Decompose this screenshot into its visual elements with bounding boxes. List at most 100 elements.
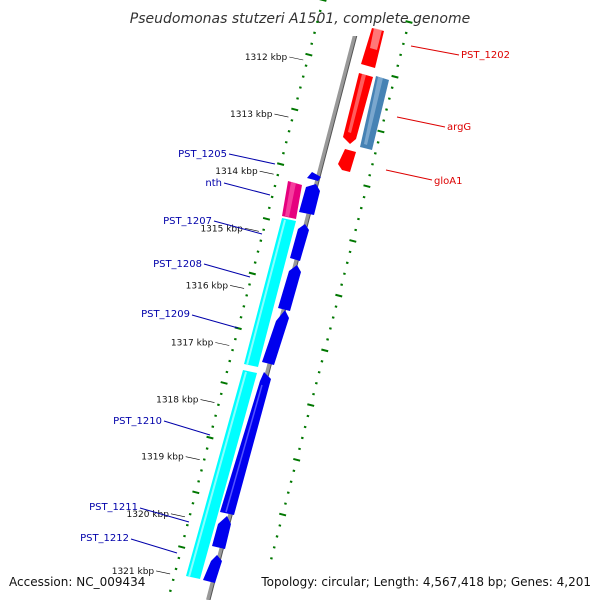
- gene-label-pst-1210[interactable]: PST_1210: [113, 416, 162, 427]
- major-tick: [276, 162, 285, 166]
- minor-tick: [289, 480, 293, 483]
- major-tick: [220, 381, 228, 385]
- gene-arrow-nth[interactable]: [299, 184, 320, 215]
- tick-label: 1320 kbp: [127, 510, 170, 520]
- major-tick: [321, 348, 329, 353]
- major-tick: [335, 293, 343, 298]
- tick-label: 1314 kbp: [215, 167, 258, 177]
- minor-tick: [242, 305, 246, 308]
- inner-tick-ring: [168, 0, 327, 593]
- minor-tick: [301, 75, 305, 78]
- minor-tick: [298, 86, 302, 89]
- gene-label-pst-1202[interactable]: PST_1202: [461, 50, 510, 61]
- forward-gene-features: [186, 181, 302, 579]
- minor-tick: [185, 523, 189, 527]
- gene-label-pst-1211[interactable]: PST_1211: [89, 502, 138, 513]
- minor-tick: [200, 469, 203, 472]
- minor-tick: [357, 217, 360, 221]
- gene-label-nth[interactable]: nth: [205, 178, 222, 189]
- tick-leader: [259, 170, 274, 175]
- major-tick: [293, 457, 301, 462]
- gene-arrow-pst-1208[interactable]: [278, 265, 301, 311]
- minor-tick: [262, 228, 266, 232]
- minor-tick: [202, 458, 206, 461]
- tick-label: 1312 kbp: [245, 53, 288, 63]
- tick-label: 1321 kbp: [112, 567, 155, 577]
- major-tick: [206, 435, 214, 440]
- minor-tick: [368, 173, 372, 177]
- minor-tick: [290, 119, 294, 122]
- minor-tick: [286, 491, 290, 494]
- gene-arrow-gloa1[interactable]: [338, 149, 356, 172]
- minor-tick: [385, 108, 388, 111]
- tick-label: 1315 kbp: [200, 224, 243, 234]
- minor-tick: [287, 130, 291, 133]
- gene-label-pst-1209[interactable]: PST_1209: [141, 309, 190, 320]
- minor-tick: [345, 261, 349, 265]
- forward-strand-features: [203, 172, 321, 583]
- minor-tick: [300, 436, 304, 440]
- major-tick: [248, 271, 256, 276]
- minor-tick: [399, 53, 402, 57]
- major-tick: [262, 216, 271, 221]
- minor-tick: [225, 370, 229, 374]
- minor-tick: [168, 589, 172, 593]
- gene-label-argg[interactable]: argG: [447, 122, 471, 133]
- minor-tick: [276, 173, 280, 177]
- gene-label-gloa1[interactable]: gloA1: [434, 176, 462, 187]
- minor-tick: [270, 557, 273, 560]
- outer-tick-ring: [270, 20, 413, 560]
- tick-label: 1313 kbp: [230, 110, 273, 120]
- tick-leader: [156, 570, 171, 575]
- minor-tick: [310, 42, 314, 46]
- gene-arrow-pst-1207[interactable]: [290, 224, 309, 261]
- major-tick: [349, 239, 357, 243]
- minor-tick: [231, 348, 234, 352]
- minor-tick: [272, 546, 276, 549]
- minor-tick: [197, 480, 201, 483]
- position-tick-labels: 1312 kbp 1313 kbp 1314 kbp 1315 kbp 1316 kbp…: [112, 53, 304, 577]
- tick-leader: [215, 342, 230, 346]
- gene-arrow-pst-1211[interactable]: [212, 516, 231, 549]
- tick-leader: [200, 399, 215, 403]
- minor-tick: [177, 556, 181, 560]
- minor-tick: [318, 9, 322, 13]
- minor-tick: [306, 414, 310, 418]
- major-tick: [291, 107, 299, 112]
- minor-tick: [259, 239, 263, 242]
- minor-tick: [267, 206, 271, 210]
- minor-tick: [273, 184, 277, 188]
- gene-label-pst-1207[interactable]: PST_1207: [163, 216, 212, 227]
- minor-tick: [188, 512, 192, 516]
- minor-tick: [233, 337, 237, 341]
- minor-tick: [298, 447, 301, 451]
- gene-label-pst-1205[interactable]: PST_1205: [178, 149, 227, 160]
- reverse-strand-features: [338, 28, 389, 172]
- minor-tick: [382, 119, 386, 122]
- minor-tick: [359, 206, 363, 210]
- minor-tick: [315, 20, 319, 24]
- gene-label-pst-1208[interactable]: PST_1208: [153, 259, 202, 270]
- gene-arrow-pst-1209[interactable]: [262, 310, 289, 365]
- minor-tick: [270, 195, 274, 199]
- tick-label: 1316 kbp: [186, 281, 229, 291]
- minor-tick: [314, 381, 318, 385]
- minor-tick: [304, 64, 308, 67]
- major-tick: [307, 403, 315, 407]
- tick-leader: [185, 456, 200, 460]
- minor-tick: [282, 151, 285, 155]
- gene-label-pst-1212[interactable]: PST_1212: [80, 533, 129, 544]
- minor-tick: [214, 414, 218, 418]
- minor-tick: [211, 425, 215, 428]
- minor-tick: [248, 283, 251, 286]
- topology-text: Topology: circular; Length: 4,567,418 bp…: [260, 575, 591, 589]
- minor-tick: [326, 338, 329, 341]
- gene-arrow-pst-1205[interactable]: [307, 172, 321, 181]
- tick-leader: [274, 113, 289, 118]
- major-tick: [178, 545, 186, 549]
- gene-arrow-pst-1212[interactable]: [203, 555, 222, 583]
- map-title: Pseudomonas stutzeri A1501, complete gen…: [130, 11, 470, 27]
- minor-tick: [362, 195, 366, 199]
